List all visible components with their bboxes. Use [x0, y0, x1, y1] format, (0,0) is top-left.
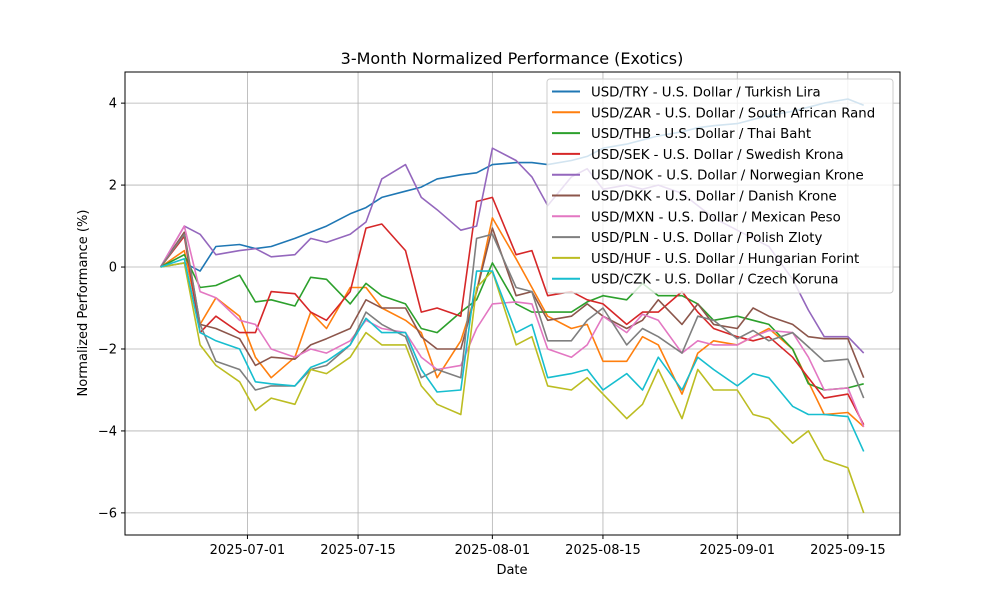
y-tick-label: −4	[98, 424, 117, 439]
x-axis-label: Date	[496, 563, 527, 578]
x-tick-label: 2025-07-01	[210, 543, 286, 558]
series-line-usd-dkk	[159, 227, 865, 379]
legend: USD/TRY - U.S. Dollar / Turkish Lira USD/…	[546, 78, 894, 294]
y-tick-label: −2	[98, 342, 117, 357]
series-line-usd-mxn	[159, 225, 865, 428]
series-lines	[159, 98, 865, 514]
legend-entry: USD/DKK - U.S. Dollar / Danish Krone	[591, 190, 837, 205]
y-tick-label: 2	[109, 179, 117, 194]
plot-frame	[124, 71, 901, 536]
legend-entry: USD/THB - U.S. Dollar / Thai Baht	[591, 127, 811, 142]
legend-entry: USD/SEK - U.S. Dollar / Swedish Krona	[591, 148, 844, 163]
x-tick-label: 2025-09-15	[810, 543, 886, 558]
legend-entry: USD/HUF - U.S. Dollar / Hungarian Forint	[591, 252, 859, 267]
series-line-usd-thb	[160, 253, 864, 391]
x-tick-label: 2025-08-01	[455, 543, 531, 558]
x-tick-label: 2025-07-15	[320, 543, 396, 558]
x-tick-label: 2025-09-01	[699, 543, 775, 558]
series-line-usd-huf	[160, 262, 865, 514]
legend-entry: USD/ZAR - U.S. Dollar / South African Ra…	[591, 106, 875, 121]
legend-box	[546, 78, 894, 294]
series-line-usd-czk	[160, 257, 865, 452]
axis-ticks: 2025-07-01 2025-07-15 2025-08-01 2025-08-15…	[98, 97, 886, 558]
series-line-usd-pln	[159, 233, 865, 399]
x-tick-label: 2025-08-15	[565, 543, 641, 558]
legend-entry: USD/PLN - U.S. Dollar / Polish Zloty	[591, 231, 822, 246]
legend-entry: USD/NOK - U.S. Dollar / Norwegian Krone	[591, 169, 864, 184]
chart-title: 3-Month Normalized Performance (Exotics)	[341, 49, 684, 68]
y-tick-label: −6	[98, 506, 117, 521]
y-axis-label: Normalized Performance (%)	[76, 210, 91, 397]
y-tick-label: 0	[109, 261, 117, 276]
y-tick-label: 4	[109, 97, 117, 112]
legend-entry: USD/MXN - U.S. Dollar / Mexican Peso	[591, 210, 841, 225]
legend-entry: USD/CZK - U.S. Dollar / Czech Koruna	[591, 273, 839, 288]
legend-entry: USD/TRY - U.S. Dollar / Turkish Lira	[591, 86, 821, 101]
